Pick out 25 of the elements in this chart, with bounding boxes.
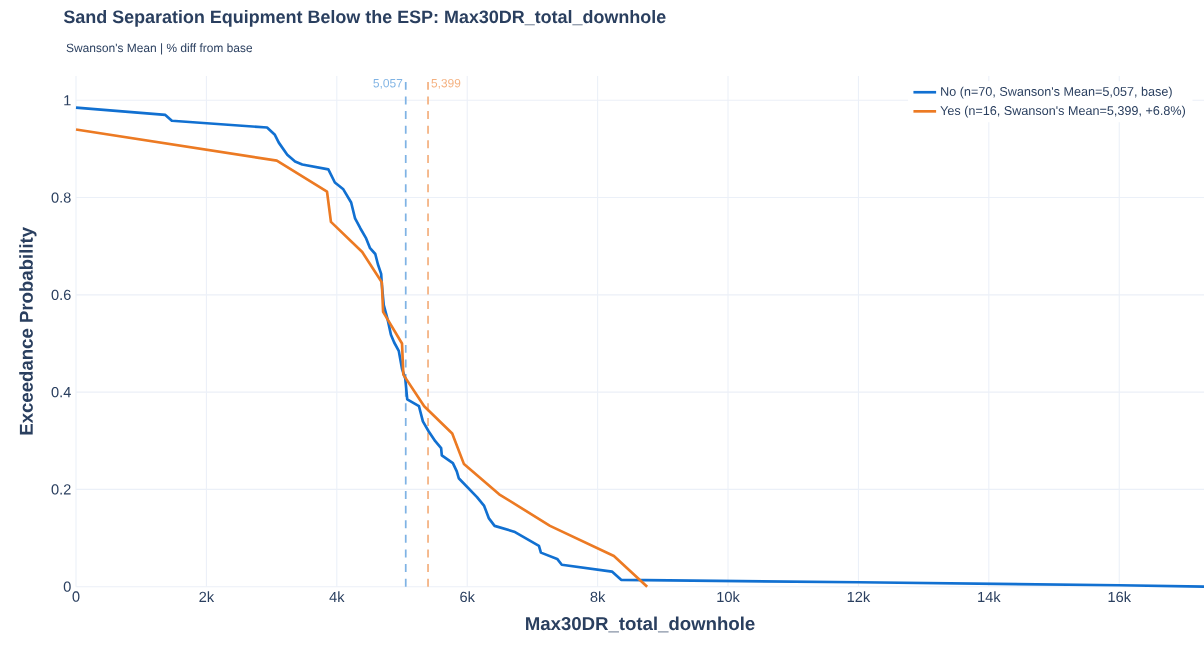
y-tick-label: 0.2 (51, 484, 71, 495)
y-tick-label: 1 (64, 95, 71, 106)
x-tick-label: 10k (717, 591, 740, 602)
legend-label: No (n=70, Swanson's Mean=5,057, base) (941, 86, 1172, 99)
y-tick-label: 0.4 (51, 386, 71, 398)
ref-line-label: 5,057 (373, 78, 403, 89)
line-series (74, 128, 649, 588)
x-tick-label: 14k (978, 591, 1001, 602)
y-axis-title: Exceedance Probability (19, 226, 37, 435)
line-series (74, 106, 1204, 588)
x-tick-label: 0 (72, 591, 80, 602)
legend-label: Yes (n=16, Swanson's Mean=5,399, +6.8%) (940, 105, 1185, 118)
ref-line-label: 5,399 (431, 78, 461, 89)
x-tick-label: 4k (329, 591, 345, 602)
x-tick-label: 2k (199, 591, 215, 602)
y-tick-label: 0.6 (51, 289, 71, 300)
y-tick-label: 0 (63, 581, 71, 592)
x-tick-label: 16k (1108, 591, 1132, 602)
chart-subtitle: Swanson's Mean | % diff from base (66, 43, 253, 55)
x-tick-label: 6k (460, 591, 475, 602)
chart-title: Sand Separation Equipment Below the ESP: Max30DR_total_downhole (63, 9, 666, 27)
y-tick-label: 0.8 (51, 192, 71, 203)
x-axis-title: Max30DR_total_downhole (526, 616, 755, 633)
x-tick-label: 12k (847, 591, 871, 602)
x-tick-label: 8k (590, 591, 606, 602)
